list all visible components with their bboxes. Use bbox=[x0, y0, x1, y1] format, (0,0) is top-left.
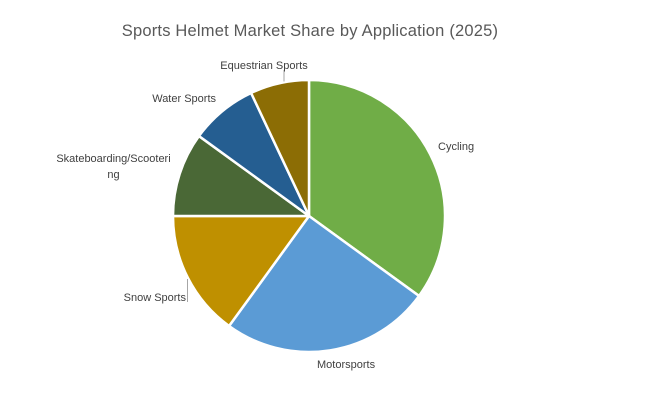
label-snow-sports: Snow Sports bbox=[123, 292, 186, 304]
pie-slice-skateboarding-scootering bbox=[171, 134, 311, 218]
pie-slices bbox=[171, 78, 447, 354]
pie-slice-cycling bbox=[307, 78, 447, 298]
pie-slice-motorsports bbox=[227, 214, 421, 354]
pie-slice-equestrian-sports bbox=[249, 78, 311, 218]
label-equestrian-sports: Equestrian Sports bbox=[220, 60, 308, 72]
label-skateboarding-line1: Skateboarding/Scooteri bbox=[56, 153, 171, 165]
pie-slice-snow-sports bbox=[171, 214, 311, 328]
label-water-sports: Water Sports bbox=[152, 93, 216, 105]
label-skateboarding-line2: ng bbox=[107, 169, 120, 181]
label-motorsports: Motorsports bbox=[317, 359, 376, 371]
label-skateboarding-scootering: Skateboarding/Scooteri ng bbox=[46, 151, 181, 183]
label-cycling: Cycling bbox=[438, 141, 475, 153]
chart-title: Sports Helmet Market Share by Applicatio… bbox=[121, 22, 499, 40]
